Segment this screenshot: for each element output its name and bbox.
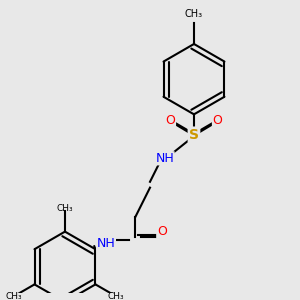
Text: O: O [212, 114, 222, 127]
Text: CH₃: CH₃ [185, 9, 203, 19]
Text: O: O [157, 225, 167, 238]
Text: CH₃: CH₃ [6, 292, 22, 300]
Text: S: S [189, 128, 199, 142]
Text: CH₃: CH₃ [57, 204, 73, 213]
Text: NH: NH [155, 152, 174, 165]
Text: CH₃: CH₃ [107, 292, 124, 300]
Text: O: O [166, 114, 176, 127]
Text: NH: NH [97, 237, 116, 250]
